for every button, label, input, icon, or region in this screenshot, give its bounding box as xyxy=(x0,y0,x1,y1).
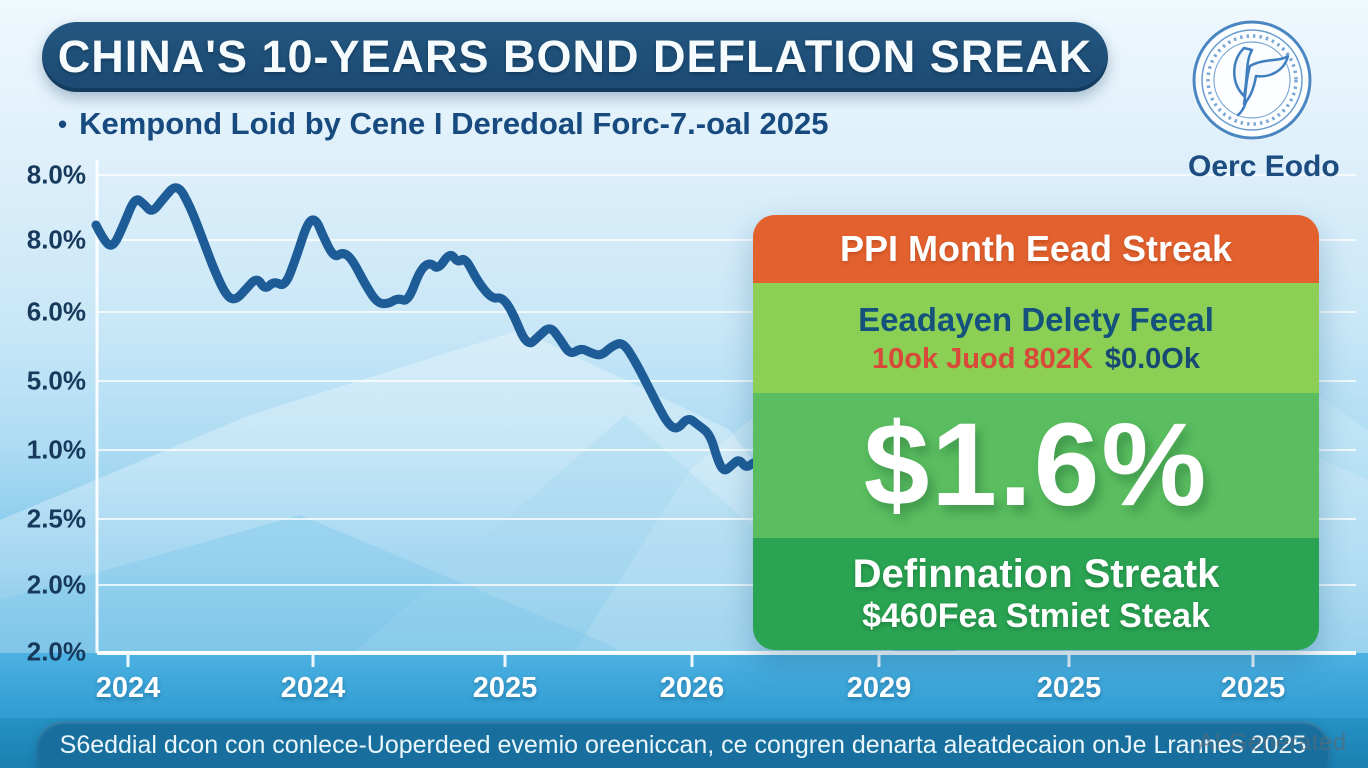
card-title: PPI Month Eead Streak xyxy=(839,228,1233,269)
card-top-section: Eeadayen Delety Feeal 10ok Juod 802K $0.… xyxy=(753,283,1319,393)
title-banner: CHINA'S 10-YEARS BOND DEFLATION SREAK xyxy=(42,22,1108,92)
bullet-icon: • xyxy=(58,109,68,139)
logo-caption: Oerc Eodo xyxy=(1188,150,1340,183)
card-header: PPI Month Eead Streak xyxy=(753,215,1319,283)
card-footer-line1: Definnation Streatk xyxy=(852,552,1220,596)
x-tick-label: 2024 xyxy=(95,672,161,704)
y-tick-label: 5.0% xyxy=(26,365,86,396)
seal-logo-icon xyxy=(1192,20,1312,140)
card-footer-line2: $460Fea Stmiet Steak xyxy=(862,597,1210,635)
x-tick-label: 2026 xyxy=(659,672,725,704)
y-tick-label: 1.0% xyxy=(26,434,86,465)
x-tick-label: 2029 xyxy=(846,672,912,704)
y-tick-label: 2.5% xyxy=(26,503,86,534)
big-value: $1.6% xyxy=(863,399,1209,531)
x-tick-label: 2025 xyxy=(1220,672,1286,704)
card-values-row: 10ok Juod 802K $0.0Ok xyxy=(872,343,1200,376)
y-tick-label: 8.0% xyxy=(26,224,86,255)
x-tick-label: 2025 xyxy=(1036,672,1102,704)
bond-yield-line xyxy=(91,183,765,475)
x-axis-band xyxy=(0,653,1368,718)
ppi-info-card: PPI Month Eead Streak Eeadayen Delety Fe… xyxy=(753,215,1319,650)
card-subtitle: Eeadayen Delety Feeal xyxy=(858,300,1214,338)
page-title: CHINA'S 10-YEARS BOND DEFLATION SREAK xyxy=(57,31,1093,82)
y-tick-label: 2.0% xyxy=(26,569,86,600)
card-value-red: 10ok Juod 802K xyxy=(872,342,1093,375)
subtitle: • Kempond Loid by Cene I Deredoal Forc-7… xyxy=(58,106,828,142)
footer-text: S6eddial dcon con conlece-Uoperdeed evem… xyxy=(59,731,1307,759)
ai-generated-watermark: AI Generated xyxy=(1198,729,1347,756)
card-bottom-section: Definnation Streatk $460Fea Stmiet Steak xyxy=(753,538,1319,650)
card-value-navy: $0.0Ok xyxy=(1104,342,1200,375)
card-big-value-section: $1.6% xyxy=(753,393,1319,538)
y-tick-label: 8.0% xyxy=(26,159,86,190)
y-tick-label: 2.0% xyxy=(26,636,86,667)
subtitle-text: Kempond Loid by Cene I Deredoal Forc-7.-… xyxy=(79,106,829,141)
logo-block: Oerc Eodo xyxy=(1188,16,1340,184)
footer-banner: S6eddial dcon con conlece-Uoperdeed evem… xyxy=(36,721,1330,768)
y-tick-label: 6.0% xyxy=(26,296,86,327)
x-tick-label: 2025 xyxy=(472,672,538,704)
x-tick-label: 2024 xyxy=(280,672,346,704)
